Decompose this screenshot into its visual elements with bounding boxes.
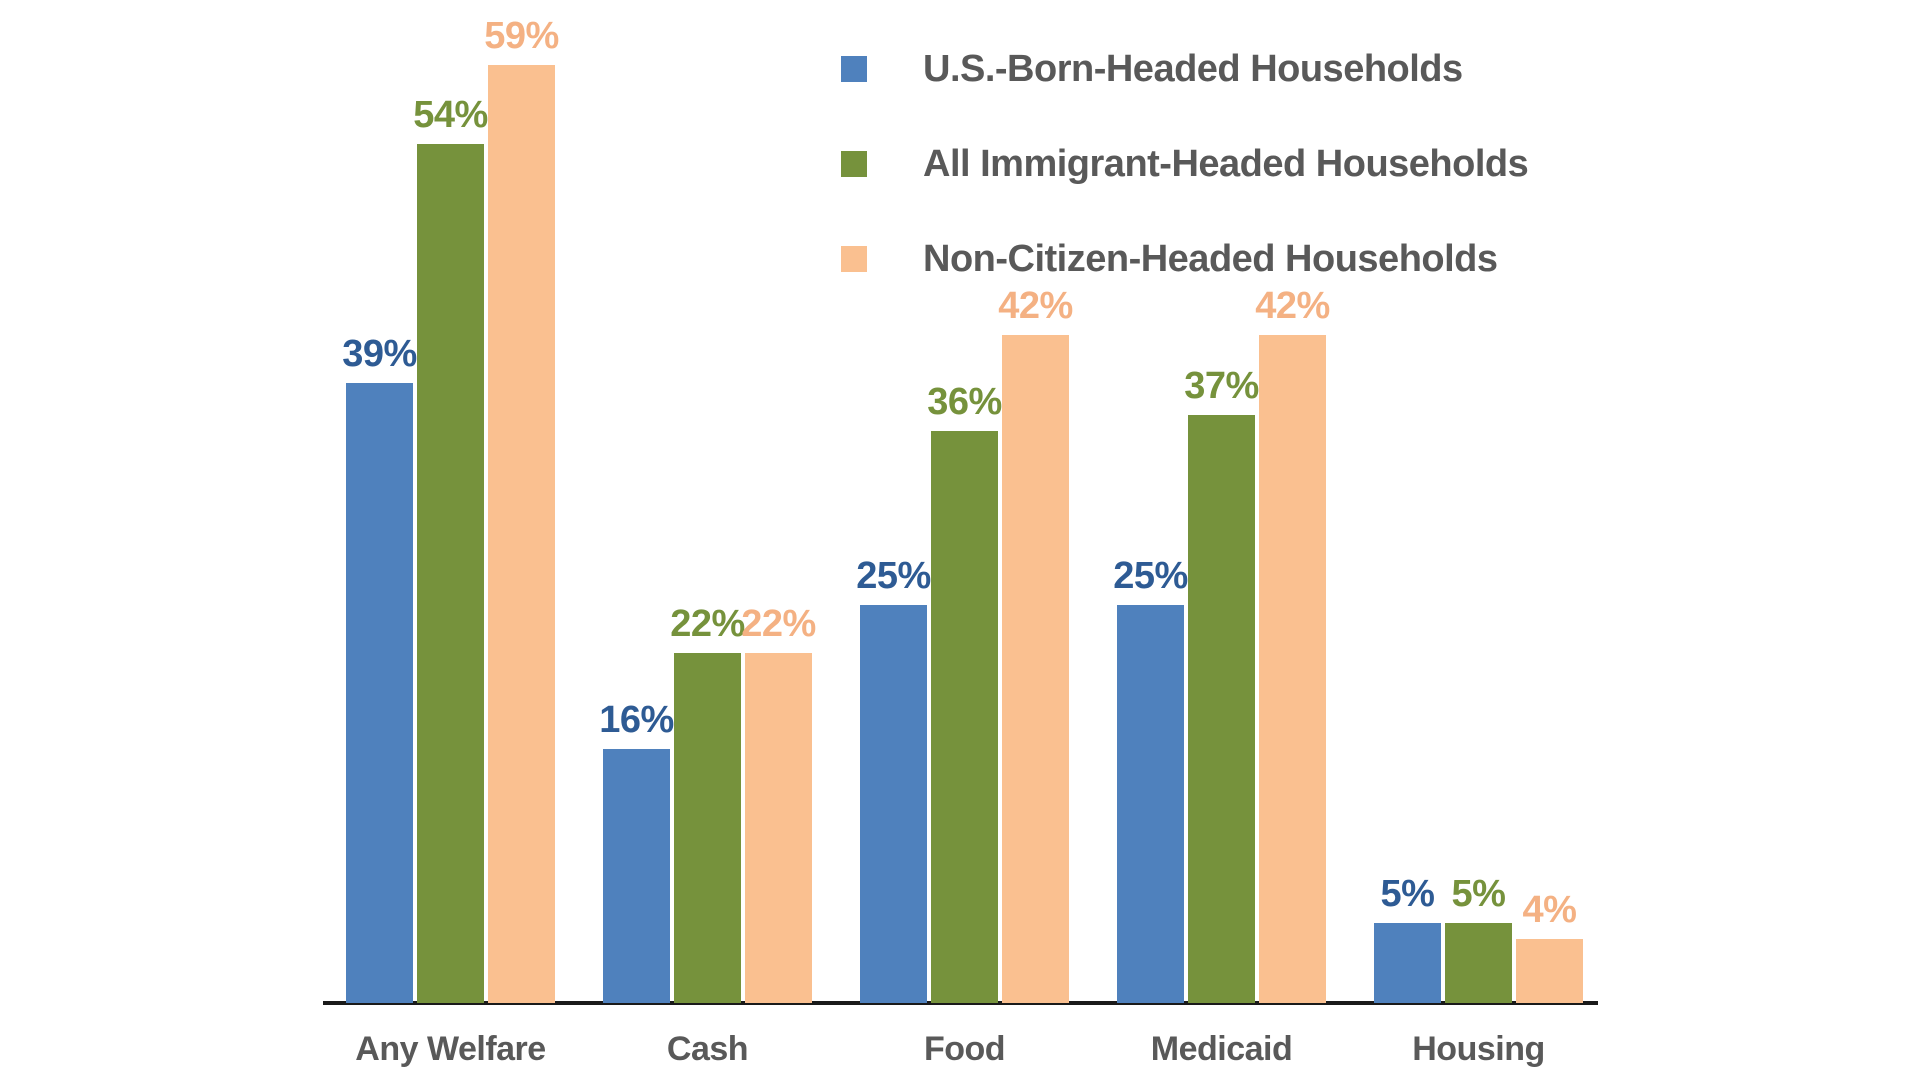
x-axis-category-label-food: Food [923, 1030, 1006, 1068]
x-axis-line [323, 1001, 1598, 1005]
bar-housing-u-s-born-headed-households [1374, 923, 1441, 1003]
bar-value-label-medicaid-u-s-born-headed-households: 25% [1113, 555, 1188, 597]
bar-value-label-housing-non-citizen-headed-households: 4% [1522, 889, 1577, 931]
bar-any-welfare-all-immigrant-headed-households [417, 144, 484, 1003]
bar-food-all-immigrant-headed-households [931, 431, 998, 1003]
bar-food-u-s-born-headed-households [860, 605, 927, 1003]
legend-item-non-citizen-headed-households: Non-Citizen-Headed Households [841, 236, 1528, 282]
bar-value-label-any-welfare-u-s-born-headed-households: 39% [342, 333, 417, 375]
bar-value-label-food-all-immigrant-headed-households: 36% [927, 381, 1002, 423]
bar-value-label-housing-all-immigrant-headed-households: 5% [1451, 873, 1506, 915]
bar-value-label-food-non-citizen-headed-households: 42% [998, 285, 1073, 327]
bar-medicaid-non-citizen-headed-households [1259, 335, 1326, 1003]
legend-item-all-immigrant-headed-households: All Immigrant-Headed Households [841, 141, 1529, 187]
bar-cash-u-s-born-headed-households [603, 749, 670, 1003]
legend-swatch-icon [841, 246, 867, 272]
x-axis-category-label-medicaid: Medicaid [1150, 1030, 1293, 1068]
legend: U.S.-Born-Headed Households All Immigrant… [841, 46, 1529, 282]
bar-housing-non-citizen-headed-households [1516, 939, 1583, 1003]
bar-any-welfare-u-s-born-headed-households [346, 383, 413, 1003]
bar-medicaid-u-s-born-headed-households [1117, 605, 1184, 1003]
bar-value-label-medicaid-all-immigrant-headed-households: 37% [1184, 365, 1259, 407]
bar-cash-non-citizen-headed-households [745, 653, 812, 1003]
bar-any-welfare-non-citizen-headed-households [488, 65, 555, 1003]
bar-housing-all-immigrant-headed-households [1445, 923, 1512, 1003]
legend-label: Non-Citizen-Headed Households [923, 238, 1498, 280]
bar-value-label-cash-all-immigrant-headed-households: 22% [670, 603, 745, 645]
bar-value-label-medicaid-non-citizen-headed-households: 42% [1255, 285, 1330, 327]
legend-swatch-icon [841, 151, 867, 177]
x-axis-category-label-cash: Cash [666, 1030, 749, 1068]
bar-value-label-any-welfare-all-immigrant-headed-households: 54% [413, 94, 488, 136]
bar-value-label-any-welfare-non-citizen-headed-households: 59% [484, 15, 559, 57]
bar-medicaid-all-immigrant-headed-households [1188, 415, 1255, 1003]
bar-food-non-citizen-headed-households [1002, 335, 1069, 1003]
legend-label: U.S.-Born-Headed Households [923, 48, 1463, 90]
bar-value-label-cash-u-s-born-headed-households: 16% [599, 699, 674, 741]
x-axis-category-label-housing: Housing [1412, 1030, 1545, 1068]
bar-value-label-food-u-s-born-headed-households: 25% [856, 555, 931, 597]
legend-swatch-icon [841, 56, 867, 82]
legend-item-u-s-born-headed-households: U.S.-Born-Headed Households [841, 46, 1528, 92]
x-axis-category-label-any-welfare: Any Welfare [355, 1030, 546, 1068]
bar-value-label-housing-u-s-born-headed-households: 5% [1380, 873, 1435, 915]
bar-value-label-cash-non-citizen-headed-households: 22% [741, 603, 816, 645]
bar-cash-all-immigrant-headed-households [674, 653, 741, 1003]
legend-label: All Immigrant-Headed Households [923, 143, 1529, 185]
